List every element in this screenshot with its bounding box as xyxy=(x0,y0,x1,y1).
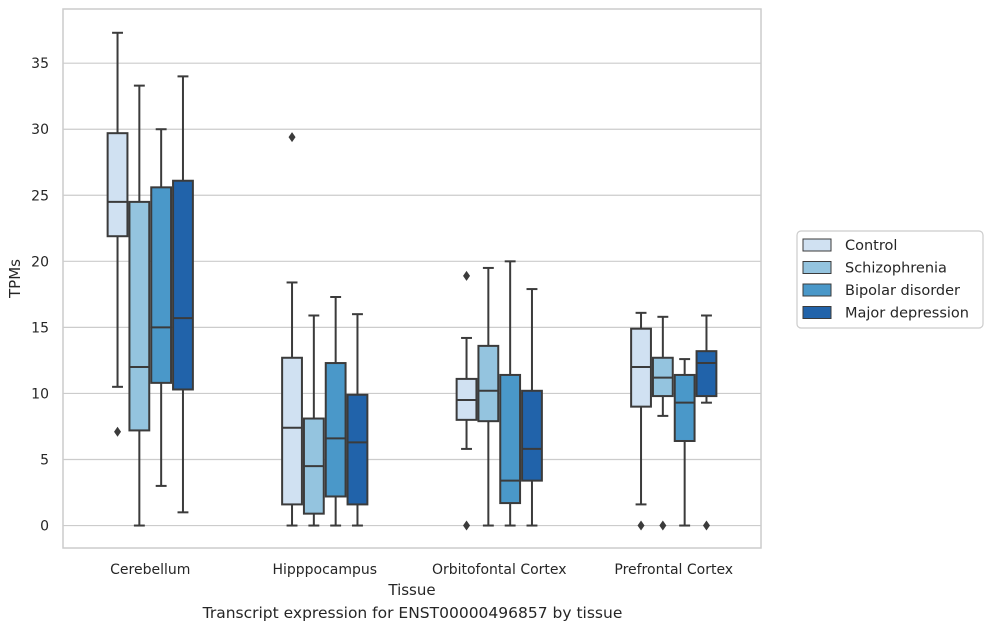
outlier-point xyxy=(463,270,471,281)
y-tick-label: 15 xyxy=(31,320,49,336)
x-tick-label: Cerebellum xyxy=(110,562,190,578)
outlier-point xyxy=(114,426,122,437)
outlier-point xyxy=(702,520,710,531)
y-tick-label: 35 xyxy=(31,56,49,72)
legend-label: Control xyxy=(845,238,897,254)
y-tick-label: 0 xyxy=(40,519,49,535)
y-tick-label: 5 xyxy=(40,452,49,468)
outlier-point xyxy=(659,520,667,531)
box-group xyxy=(630,311,718,531)
y-tick-label: 10 xyxy=(31,386,49,402)
box xyxy=(172,179,194,391)
box-group xyxy=(106,31,194,527)
figure-caption: Transcript expression for ENST0000049685… xyxy=(202,604,623,622)
legend-swatch xyxy=(802,261,832,274)
legend-label: Schizophrenia xyxy=(845,261,947,277)
y-axis-label: TPMs xyxy=(6,259,24,299)
x-tick-label: Prefrontal Cortex xyxy=(614,562,733,578)
x-tick-label: Hipppocampus xyxy=(272,562,377,578)
outlier-point xyxy=(463,520,471,531)
box xyxy=(521,389,543,482)
x-tick-labels: Cerebellum Hipppocampus Orbitofontal Corte… xyxy=(110,562,733,578)
outlier-point xyxy=(288,132,296,143)
y-tick-label: 30 xyxy=(31,122,49,138)
box xyxy=(106,132,129,238)
box xyxy=(324,362,347,498)
y-tick-label: 20 xyxy=(31,254,49,270)
legend-swatch xyxy=(802,306,832,319)
legend-swatch xyxy=(802,238,832,252)
legend-label: Major depression xyxy=(845,306,969,322)
legend-frame xyxy=(796,230,984,329)
y-tick-labels: 0 5 10 15 20 25 30 35 xyxy=(31,56,49,534)
box xyxy=(499,373,522,505)
y-tick-label: 25 xyxy=(31,188,49,204)
box xyxy=(477,344,500,423)
box xyxy=(346,393,369,506)
box xyxy=(695,350,718,398)
outlier-point xyxy=(637,520,645,531)
box xyxy=(673,373,696,442)
legend-swatch xyxy=(802,283,832,297)
legend: Control Schizophrenia Bipolar disorder Majo… xyxy=(796,230,984,329)
box xyxy=(150,186,173,384)
boxplot-groups xyxy=(106,31,718,531)
x-axis-label: Tissue xyxy=(387,581,435,599)
plot-frame xyxy=(62,8,762,549)
legend-label: Bipolar disorder xyxy=(845,283,960,299)
box-group xyxy=(455,260,543,531)
box-group xyxy=(281,132,369,527)
box xyxy=(281,356,303,506)
x-tick-label: Orbitofontal Cortex xyxy=(432,562,567,578)
box xyxy=(128,200,151,432)
